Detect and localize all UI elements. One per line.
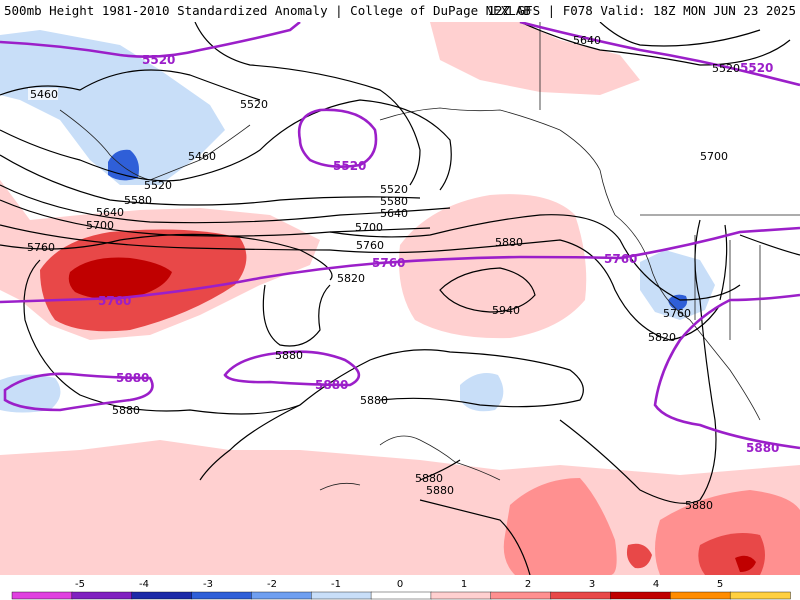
- colorbar-swatch: [370, 591, 432, 600]
- contour-label: 5700: [700, 150, 728, 163]
- contour-label: 5460: [30, 88, 58, 101]
- colorbar-tick-label: -5: [75, 579, 85, 590]
- contour-label: 5880: [685, 499, 713, 512]
- contour-label: 5760: [27, 241, 55, 254]
- colorbar-tick-label: 5: [717, 579, 723, 590]
- colorbar-swatch: [71, 591, 133, 600]
- contour-label: 5880: [495, 236, 523, 249]
- colorbar-tick-label: -4: [139, 579, 149, 590]
- climatology-label: 5520: [333, 159, 366, 173]
- climatology-label: 5880: [746, 441, 779, 455]
- colorbar-tick-label: 2: [525, 579, 531, 590]
- contour-label: 5520: [144, 179, 172, 192]
- contour-label: 5580: [124, 194, 152, 207]
- model-run-info: 12Z GFS | F078 Valid: 18Z MON JUN 23 202…: [487, 3, 796, 18]
- contour-label: 5820: [337, 272, 365, 285]
- header: 500mb Height 1981-2010 Standardized Anom…: [0, 0, 800, 22]
- colorbar-tick-label: 3: [589, 579, 595, 590]
- colorbar-swatch: [131, 591, 193, 600]
- climatology-label: 5760: [372, 256, 405, 270]
- contour-label: 5520: [712, 62, 740, 75]
- anomaly-map: 5460 5460 5520 5520 5520 5580 5580 5640 …: [0, 22, 800, 575]
- colorbar-swatch: [729, 591, 791, 600]
- colorbar-tick-label: 0: [397, 579, 403, 590]
- coastlines: [59, 22, 800, 491]
- map-title: 500mb Height 1981-2010 Standardized Anom…: [4, 3, 531, 18]
- colorbar-tick-label: 4: [653, 579, 659, 590]
- contour-label: 5700: [355, 221, 383, 234]
- contour-label: 5520: [380, 183, 408, 196]
- contour-label: 5640: [573, 34, 601, 47]
- climatology-label: 5880: [116, 371, 149, 385]
- colorbar-swatch: [670, 591, 731, 600]
- contour-label: 5760: [356, 239, 384, 252]
- colorbar: -5 -4 -3 -2 -1 0 1 2 3 4 5: [0, 575, 800, 600]
- contour-label: 5880: [360, 394, 388, 407]
- positive-anomaly-shading: [0, 22, 800, 575]
- colorbar-tick-label: -1: [331, 579, 341, 590]
- negative-anomaly-shading: [0, 30, 715, 413]
- colorbar-swatch: [430, 591, 492, 600]
- climatology-labels: 5520 5520 5520 5760 5760 5760 5880 5880 …: [98, 53, 779, 455]
- contour-label: 5760: [663, 307, 691, 320]
- colorbar-swatch: [490, 591, 552, 600]
- climatology-contours: [0, 22, 800, 450]
- contour-label: 5880: [275, 349, 303, 362]
- climatology-label: 5760: [604, 252, 637, 266]
- colorbar-tick-label: -3: [203, 579, 213, 590]
- contour-label: 5580: [380, 195, 408, 208]
- climatology-label: 5880: [315, 378, 348, 392]
- contour-label: 5940: [492, 304, 520, 317]
- contour-label: 5880: [426, 484, 454, 497]
- colorbar-swatch: [191, 591, 253, 600]
- climatology-label: 5520: [142, 53, 175, 67]
- colorbar-swatch: [550, 591, 612, 600]
- contour-label: 5880: [415, 472, 443, 485]
- colorbar-tick-label: -2: [267, 579, 277, 590]
- colorbar-swatch: [311, 591, 372, 600]
- contour-label: 5460: [188, 150, 216, 163]
- contour-label: 5820: [648, 331, 676, 344]
- contour-label: 5640: [380, 207, 408, 220]
- climatology-label: 5520: [740, 61, 773, 75]
- contour-label: 5520: [240, 98, 268, 111]
- contour-label: 5640: [96, 206, 124, 219]
- contour-label: 5700: [86, 219, 114, 232]
- colorbar-tick-label: 1: [461, 579, 467, 590]
- colorbar-swatch: [610, 591, 672, 600]
- height-contours: [0, 22, 800, 575]
- colorbar-swatch: [11, 591, 73, 600]
- height-labels: 5460 5460 5520 5520 5520 5580 5580 5640 …: [27, 34, 728, 497]
- contour-label: 5880: [112, 404, 140, 417]
- colorbar-swatch: [251, 591, 312, 600]
- climatology-label: 5760: [98, 294, 131, 308]
